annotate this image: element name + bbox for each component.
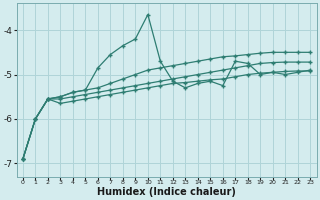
X-axis label: Humidex (Indice chaleur): Humidex (Indice chaleur) — [97, 187, 236, 197]
